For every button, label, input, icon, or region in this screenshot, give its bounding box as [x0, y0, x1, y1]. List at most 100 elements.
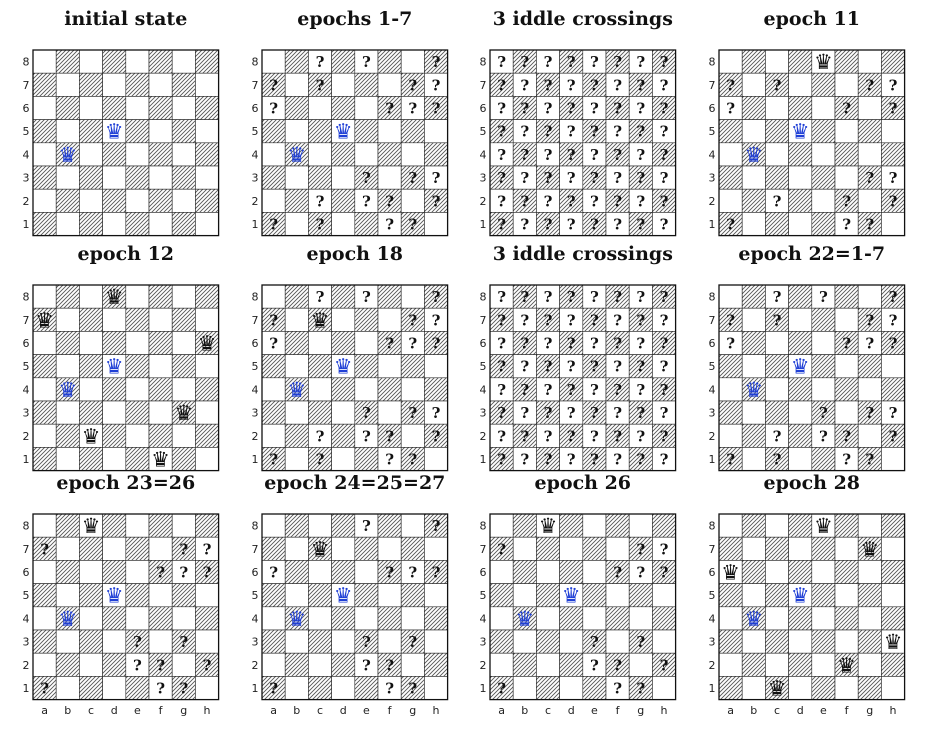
board-square [741, 652, 766, 677]
rank-label: 7 [480, 79, 487, 92]
board-square [284, 560, 309, 584]
file-label: e [591, 704, 598, 717]
unknown-mark: ? [520, 335, 529, 353]
unknown-mark: ? [613, 311, 622, 329]
rank-label: 7 [23, 543, 30, 556]
placed-queen-icon: ♛ [151, 448, 170, 472]
board-square [400, 49, 425, 74]
unknown-mark: ? [819, 404, 828, 422]
board-square [424, 142, 448, 167]
unknown-mark: ? [362, 427, 371, 445]
board-square [834, 676, 859, 700]
board-square [331, 423, 356, 448]
board-square [788, 652, 813, 677]
unknown-mark: ? [544, 169, 553, 187]
board-square [171, 142, 196, 167]
board-square [765, 606, 789, 631]
rank-label: 5 [23, 125, 30, 138]
panel-title: epoch 26 [535, 472, 631, 494]
panel-7: 3 iddle crossings 8 7 6 5 4 3 2 1???????????????… [480, 243, 677, 472]
board-square [195, 165, 219, 190]
unknown-mark: ? [590, 146, 599, 164]
board-square [811, 354, 836, 379]
unknown-mark: ? [590, 633, 599, 651]
unknown-mark: ? [590, 358, 599, 376]
rank-label: 3 [480, 172, 487, 185]
unknown-mark: ? [408, 216, 417, 234]
chessboard [32, 49, 220, 237]
rank-label: 7 [709, 543, 716, 556]
board-square [284, 513, 309, 538]
unknown-mark: ? [590, 451, 599, 469]
board-square [741, 284, 766, 309]
rank-label: 2 [252, 659, 259, 672]
unknown-mark: ? [613, 427, 622, 445]
board-square [718, 606, 743, 631]
board-square [559, 652, 584, 677]
board-square [32, 119, 57, 144]
rank-label: 4 [709, 612, 716, 625]
unknown-mark: ? [497, 123, 506, 141]
board-square [79, 629, 103, 654]
rank-label: 1 [709, 682, 716, 695]
placed-queen-icon: ♛ [174, 401, 193, 425]
board-square [79, 560, 103, 584]
board-square [102, 629, 127, 654]
board-square [881, 49, 905, 74]
placed-queen-icon: ♛ [884, 630, 903, 654]
rank-label: 4 [23, 148, 30, 161]
rank-label: 7 [252, 314, 259, 327]
unknown-mark: ? [269, 335, 278, 353]
board-square [148, 188, 173, 213]
unknown-mark: ? [497, 404, 506, 422]
board-square [284, 652, 309, 677]
unknown-mark: ? [567, 335, 576, 353]
board-square [741, 72, 766, 97]
file-label: h [204, 704, 211, 717]
unknown-mark: ? [889, 100, 898, 118]
board-square [811, 606, 836, 631]
panel-title: epochs 1-7 [297, 8, 412, 30]
file-label: f [388, 704, 393, 717]
board-square [741, 307, 766, 332]
board-square [195, 119, 219, 144]
board-square [741, 560, 766, 584]
board-square [354, 606, 379, 631]
board-square [741, 447, 766, 471]
board-square [881, 676, 905, 700]
board-square [171, 165, 196, 190]
board-square [125, 165, 150, 190]
file-label: c [545, 704, 551, 717]
board-square [582, 676, 607, 700]
unknown-mark: ? [408, 633, 417, 651]
board-square [261, 284, 286, 309]
board-square [195, 212, 219, 236]
board-square [32, 400, 57, 425]
board-square [148, 400, 173, 425]
rank-label: 3 [252, 407, 259, 420]
unknown-mark: ? [613, 192, 622, 210]
board-square [834, 583, 859, 608]
board-border [261, 49, 449, 237]
unknown-mark: ? [385, 192, 394, 210]
unknown-mark: ? [385, 680, 394, 698]
board-square [125, 142, 150, 167]
board-border [489, 49, 677, 237]
unknown-mark: ? [865, 169, 874, 187]
unknown-mark: ? [613, 564, 622, 582]
board-square [331, 560, 356, 584]
unknown-mark: ? [544, 404, 553, 422]
given-queen-icon: ♛ [334, 584, 353, 608]
board-square [424, 119, 448, 144]
board-square [79, 165, 103, 190]
rank-label: 7 [23, 79, 30, 92]
rank-label: 1 [252, 682, 259, 695]
unknown-mark: ? [544, 100, 553, 118]
rank-label: 8 [480, 520, 487, 533]
unknown-mark: ? [889, 335, 898, 353]
board-square [741, 49, 766, 74]
rank-label: 7 [480, 314, 487, 327]
board-square [857, 96, 882, 120]
board-square [834, 354, 859, 379]
